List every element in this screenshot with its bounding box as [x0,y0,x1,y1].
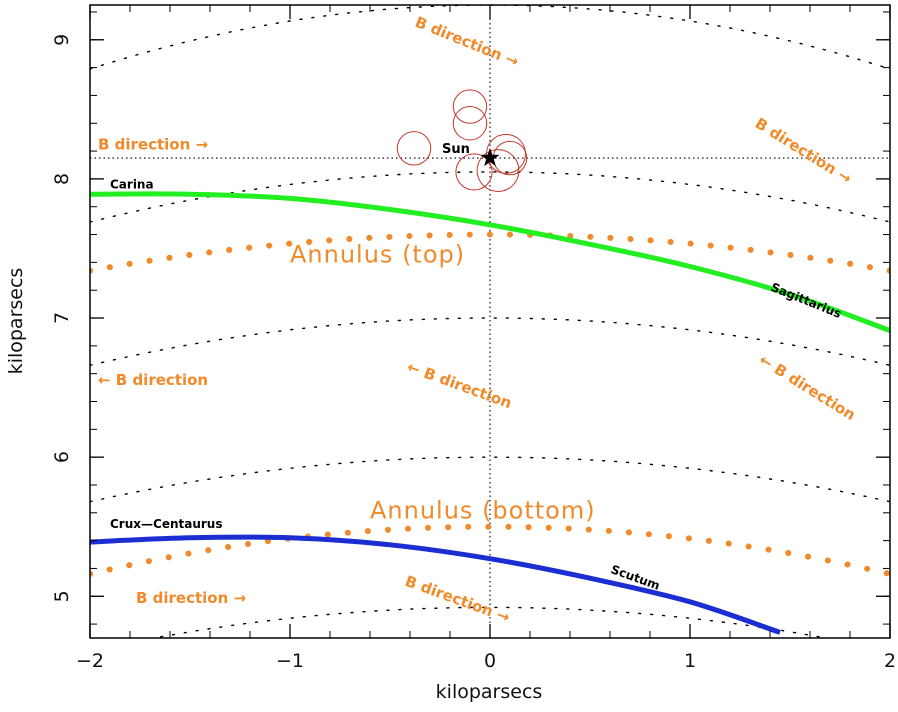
x-tick-label: 1 [684,650,696,672]
annotation-label-8: Annulus (top) [290,240,465,268]
annotation-label-6: B direction → [136,589,246,607]
y-tick-label: 8 [51,173,73,185]
annotation-label-1: B direction → [98,136,208,154]
annotation-label-12: Crux—Centaurus [110,517,222,531]
x-axis-title: kiloparsecs [436,681,543,703]
y-axis-title: kiloparsecs [5,268,27,375]
annotation-label-9: Annulus (bottom) [370,496,596,524]
x-tick-label: 0 [484,650,496,672]
x-tick-label: −1 [276,650,304,672]
annotation-label-10: Carina [110,178,154,192]
x-tick-label: −2 [76,650,104,672]
y-tick-label: 7 [51,312,73,324]
y-tick-label: 6 [51,451,73,463]
y-tick-label: 9 [51,34,73,46]
y-tick-label: 5 [51,590,73,602]
x-tick-label: 2 [884,650,896,672]
annotation-label-3: ← B direction [98,371,208,389]
sun-label: Sun [442,142,470,157]
